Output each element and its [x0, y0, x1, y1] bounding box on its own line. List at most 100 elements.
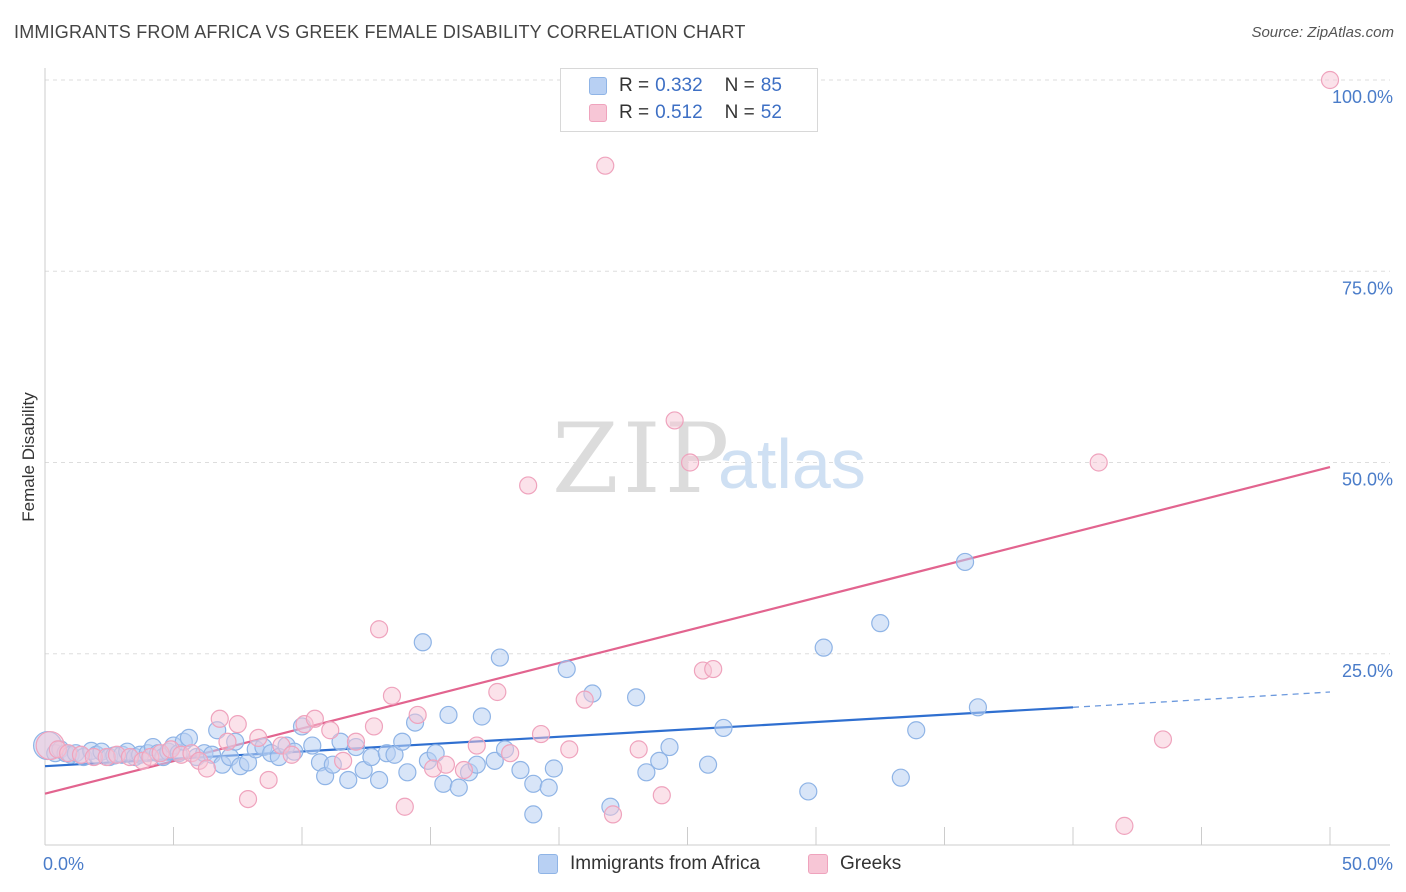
- data-point-africa: [303, 736, 322, 755]
- data-point-greeks: [1153, 730, 1173, 749]
- legend-r-value: 0.332: [655, 75, 703, 96]
- data-point-africa: [439, 705, 458, 725]
- legend-swatch-pink: [589, 104, 607, 122]
- data-point-africa: [413, 633, 432, 652]
- data-point-africa: [650, 751, 669, 770]
- data-point-africa: [955, 552, 975, 572]
- data-point-africa: [544, 759, 563, 778]
- data-point-greeks: [665, 411, 684, 430]
- data-point-greeks: [454, 760, 474, 780]
- watermark: ZIP atlas: [552, 403, 866, 515]
- data-point-greeks: [704, 659, 723, 679]
- legend-item-greeks[interactable]: Greeks: [808, 850, 901, 878]
- data-point-greeks: [652, 786, 671, 805]
- data-point-greeks: [560, 740, 579, 759]
- data-point-greeks: [197, 759, 217, 778]
- data-point-greeks: [1089, 453, 1108, 472]
- legend-n-value: 52: [760, 102, 782, 123]
- data-point-greeks: [436, 755, 456, 774]
- legend-n-label: N =: [724, 102, 755, 123]
- data-point-africa: [434, 774, 453, 793]
- legend-row-africa: R = 0.332 N = 85: [561, 73, 782, 99]
- legend-row-greeks: R = 0.512 N = 52: [561, 100, 782, 126]
- data-point-greeks: [519, 476, 538, 495]
- data-point-greeks: [210, 709, 229, 728]
- data-point-africa: [814, 638, 833, 657]
- legend-n-label: N =: [724, 75, 755, 96]
- data-point-africa: [511, 760, 530, 780]
- data-point-greeks: [395, 797, 414, 816]
- series-immigrants-from-africa: [32, 552, 988, 824]
- data-point-africa: [799, 782, 818, 801]
- data-point-africa: [714, 718, 733, 738]
- legend-r-label: R =: [619, 75, 650, 96]
- data-point-greeks: [408, 705, 427, 725]
- legend-r-label: R =: [619, 102, 650, 123]
- y-tick-label: 100.0%: [1332, 87, 1393, 107]
- y-tick-label: 75.0%: [1342, 278, 1393, 298]
- data-point-africa: [449, 778, 468, 797]
- data-point-greeks: [1115, 816, 1134, 835]
- data-point-africa: [557, 659, 576, 679]
- x-tick-label: 50.0%: [1342, 854, 1393, 874]
- data-point-greeks: [501, 744, 520, 763]
- data-point-greeks: [321, 721, 340, 740]
- data-point-africa: [472, 707, 491, 726]
- chart-title: IMMIGRANTS FROM AFRICA VS GREEK FEMALE D…: [14, 22, 746, 42]
- series-greeks: [35, 70, 1340, 835]
- data-point-greeks: [382, 686, 402, 705]
- data-point-africa: [539, 778, 558, 797]
- gridlines: [45, 79, 1390, 655]
- y-axis-label: Female Disability: [19, 392, 38, 522]
- data-point-africa: [968, 698, 988, 717]
- data-point-africa: [339, 770, 358, 790]
- y-tick-label: 50.0%: [1342, 470, 1393, 490]
- data-point-greeks: [364, 717, 384, 736]
- data-point-greeks: [346, 732, 366, 751]
- legend-swatch-pink: [808, 854, 828, 874]
- data-point-greeks: [228, 715, 247, 734]
- legend-swatch-blue: [538, 854, 558, 874]
- data-point-africa: [524, 805, 543, 824]
- axes: [44, 68, 1390, 846]
- data-point-greeks: [282, 745, 301, 764]
- y-tick-label: 25.0%: [1342, 661, 1393, 681]
- data-point-greeks: [596, 156, 615, 175]
- data-point-greeks: [629, 740, 648, 759]
- legend-n-value: 85: [760, 75, 782, 96]
- source-label: Source: ZipAtlas.com: [1251, 24, 1394, 41]
- correlation-legend: R = 0.332 N = 85 R = 0.512 N = 52: [560, 68, 818, 132]
- legend-item-africa[interactable]: Immigrants from Africa: [538, 850, 760, 878]
- x-tick-labels: 0.0% 50.0%: [43, 854, 1393, 874]
- legend-label-africa: Immigrants from Africa: [570, 853, 761, 874]
- data-point-africa: [637, 763, 656, 782]
- series-legend: Immigrants from Africa Greeks: [0, 850, 1406, 880]
- data-point-greeks: [370, 620, 389, 639]
- data-point-africa: [490, 648, 509, 667]
- legend-label-greeks: Greeks: [840, 853, 902, 874]
- data-point-greeks: [531, 724, 551, 744]
- data-point-africa: [626, 688, 646, 707]
- data-point-africa: [370, 770, 389, 790]
- legend-swatch-blue: [589, 77, 607, 95]
- data-point-greeks: [488, 682, 507, 702]
- trend-line-africa-extension: [1072, 691, 1331, 708]
- data-point-greeks: [467, 736, 486, 755]
- x-tick-label: 0.0%: [43, 854, 84, 874]
- data-point-africa: [871, 614, 890, 633]
- legend-r-value: 0.512: [655, 102, 703, 123]
- data-point-africa: [891, 768, 910, 787]
- watermark-zip: ZIP: [552, 403, 733, 515]
- data-point-greeks: [305, 709, 324, 728]
- data-point-africa: [524, 774, 543, 793]
- data-point-greeks: [259, 770, 278, 790]
- data-point-africa: [179, 728, 199, 748]
- data-point-greeks: [334, 751, 353, 770]
- data-point-africa: [398, 763, 417, 782]
- data-point-africa: [907, 721, 926, 740]
- data-point-greeks: [249, 728, 268, 748]
- y-tick-labels: 25.0% 50.0% 75.0% 100.0%: [1332, 87, 1393, 681]
- data-point-africa: [485, 751, 504, 770]
- watermark-atlas: atlas: [718, 425, 866, 503]
